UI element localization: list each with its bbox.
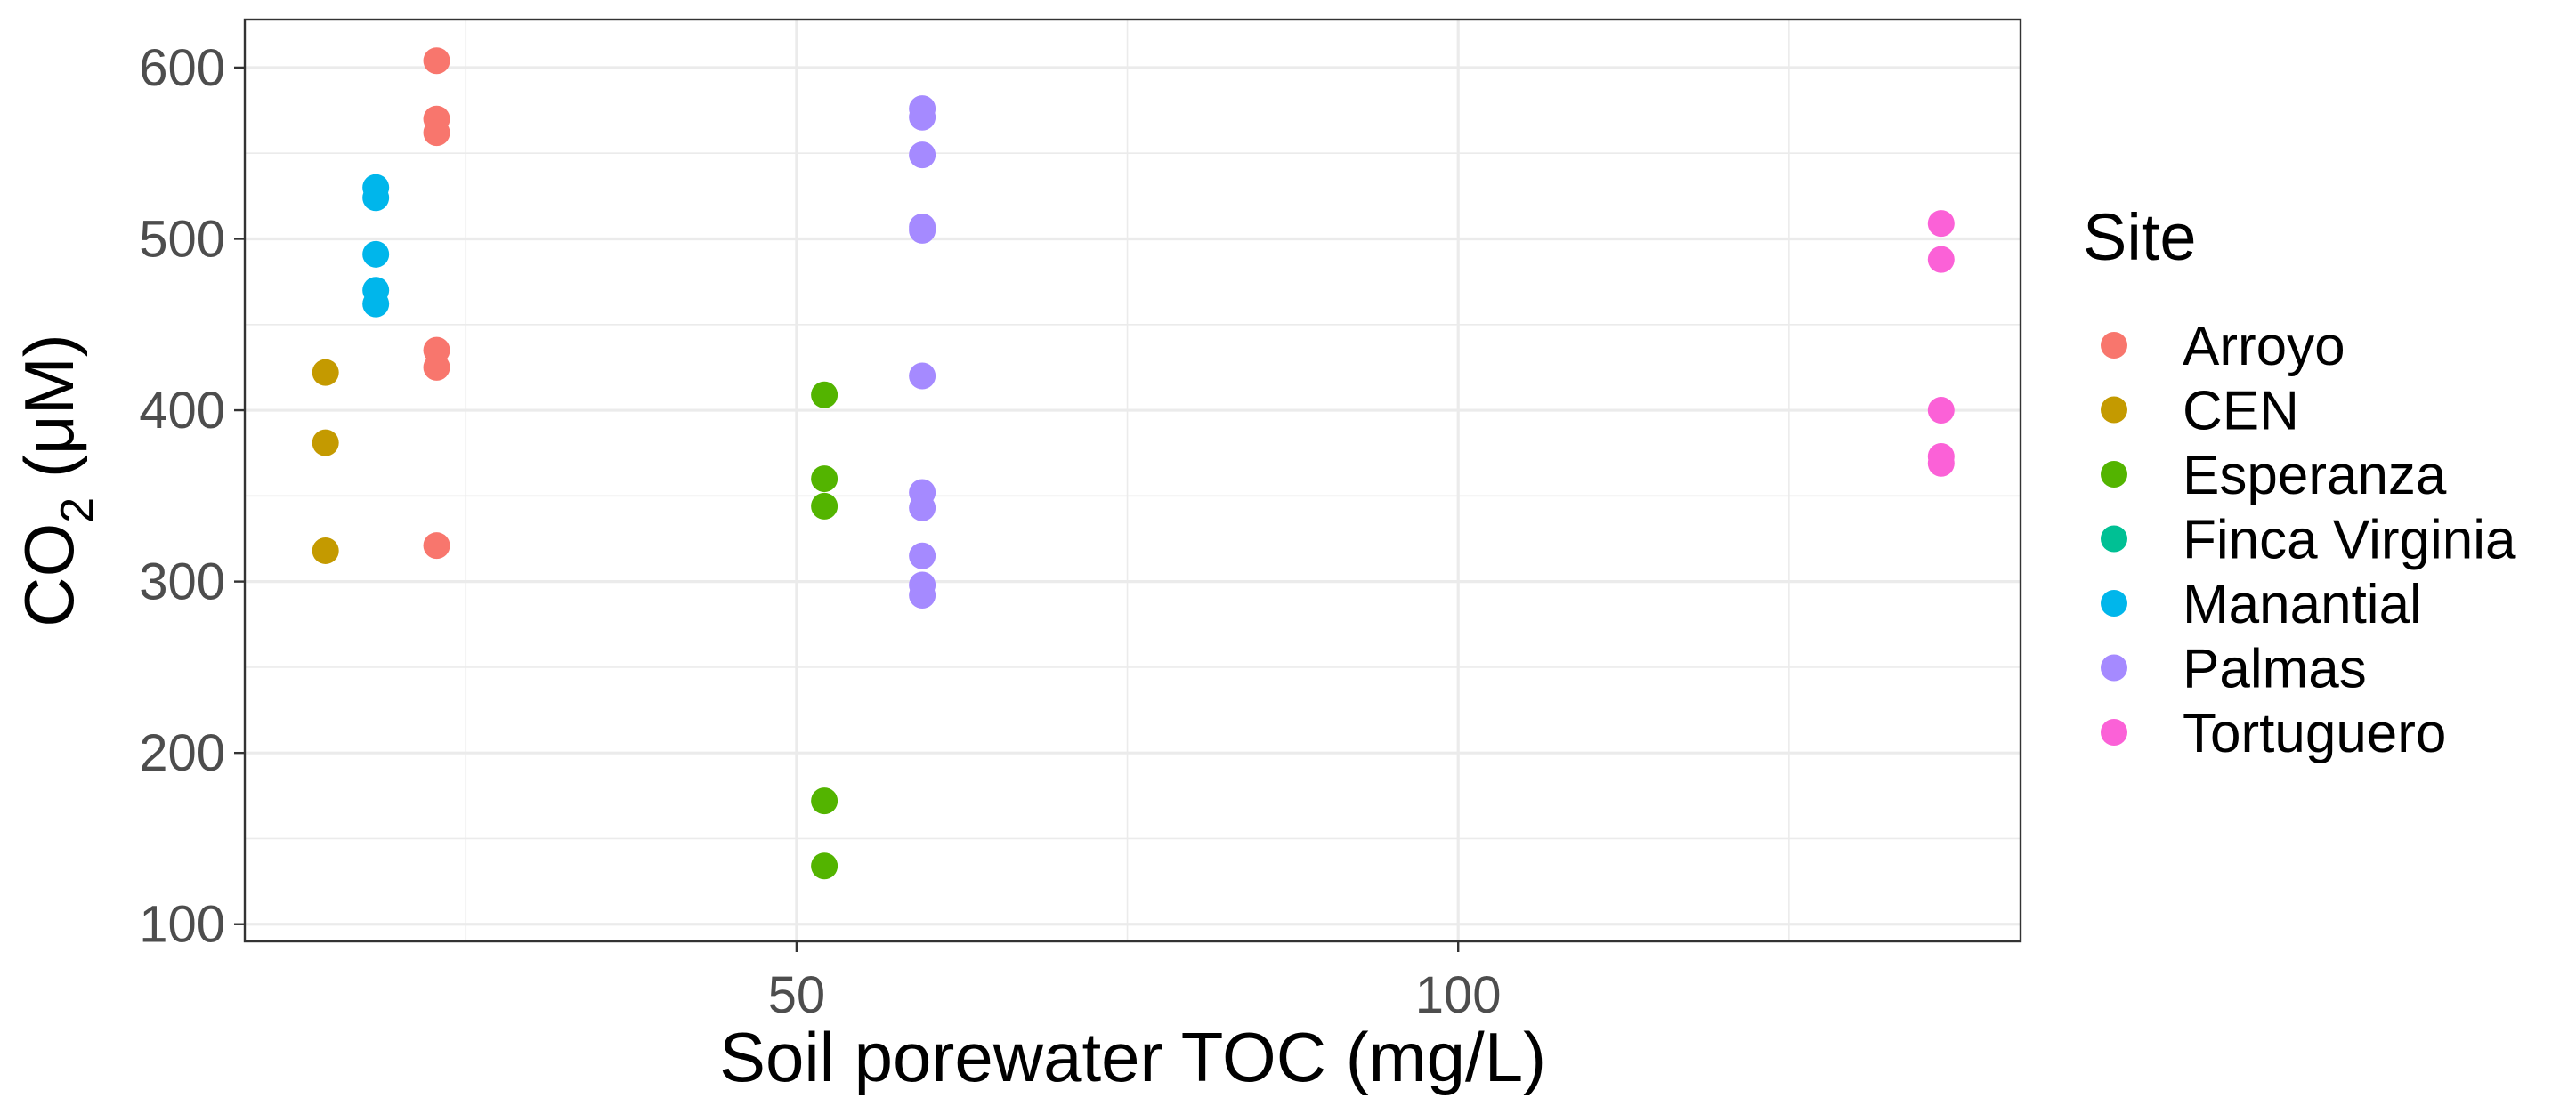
legend-label-tortuguero: Tortuguero (2183, 703, 2446, 764)
x-tick-label: 50 (768, 966, 826, 1024)
legend-label-cen: CEN (2183, 381, 2299, 442)
point-manantial (362, 290, 390, 318)
point-esperanza (811, 381, 838, 408)
legend-key-esperanza (2101, 461, 2127, 488)
legend-title: Site (2083, 200, 2197, 274)
y-tick-label: 400 (139, 382, 225, 440)
point-palmas (909, 582, 936, 609)
legend-label-palmas: Palmas (2183, 639, 2367, 700)
x-axis-ticks: 50 100 (768, 941, 1502, 1024)
x-axis-title: Soil porewater TOC (mg/L) (719, 1018, 1546, 1096)
y-axis-ticks: 100 200 300 400 500 600 (139, 39, 245, 954)
legend-key-tortuguero (2101, 719, 2127, 746)
point-cen (312, 429, 339, 456)
point-tortuguero (1927, 449, 1955, 477)
point-esperanza (811, 492, 838, 520)
legend-label-esperanza: Esperanza (2183, 445, 2447, 506)
y-axis-title-main: CO (10, 523, 88, 627)
legend-item-tortuguero: Tortuguero (2101, 703, 2446, 764)
y-axis-title-unit: (μM) (10, 334, 88, 497)
y-tick-label: 300 (139, 553, 225, 611)
y-tick-label: 600 (139, 39, 225, 97)
y-tick-label: 200 (139, 724, 225, 782)
point-palmas (909, 362, 936, 390)
y-tick-label: 100 (139, 896, 225, 954)
legend-item-cen: CEN (2101, 381, 2299, 442)
legend-item-esperanza: Esperanza (2101, 445, 2447, 506)
point-palmas (909, 542, 936, 569)
point-tortuguero (1927, 246, 1955, 273)
legend-key-finca-virginia (2101, 525, 2127, 553)
legend-item-palmas: Palmas (2101, 639, 2367, 700)
y-axis-title: CO2 (μM) (10, 334, 103, 626)
x-tick-label: 100 (1415, 966, 1502, 1024)
legend-label-finca-virginia: Finca Virginia (2183, 510, 2516, 571)
legend-key-cen (2101, 396, 2127, 424)
point-esperanza (811, 465, 838, 493)
point-palmas (909, 494, 936, 521)
legend-key-palmas (2101, 654, 2127, 682)
major-gridlines (245, 20, 2021, 941)
legend-key-arroyo (2101, 332, 2127, 359)
point-palmas (909, 141, 936, 169)
plot-panel-border (243, 18, 2022, 943)
legend-item-finca-virginia: Finca Virginia (2101, 510, 2516, 571)
point-manantial (362, 240, 390, 268)
legend-item-arroyo: Arroyo (2101, 316, 2345, 377)
point-esperanza (811, 787, 838, 815)
point-cen (312, 359, 339, 386)
point-palmas (909, 216, 936, 244)
minor-gridlines (245, 20, 2021, 941)
point-manantial (362, 184, 390, 212)
legend-label-manantial: Manantial (2183, 574, 2422, 635)
data-points (312, 47, 1955, 880)
point-palmas (909, 103, 936, 131)
point-arroyo (423, 47, 450, 75)
point-arroyo (423, 119, 450, 147)
legend-key-manantial (2101, 590, 2127, 617)
y-axis-title-subscript: 2 (52, 497, 103, 523)
point-arroyo (423, 532, 450, 560)
point-cen (312, 537, 339, 564)
point-esperanza (811, 852, 838, 880)
legend-label-arroyo: Arroyo (2183, 316, 2345, 377)
y-tick-label: 500 (139, 210, 225, 268)
point-tortuguero (1927, 397, 1955, 424)
point-arroyo (423, 353, 450, 381)
legend-item-manantial: Manantial (2101, 574, 2422, 635)
point-tortuguero (1927, 210, 1955, 238)
